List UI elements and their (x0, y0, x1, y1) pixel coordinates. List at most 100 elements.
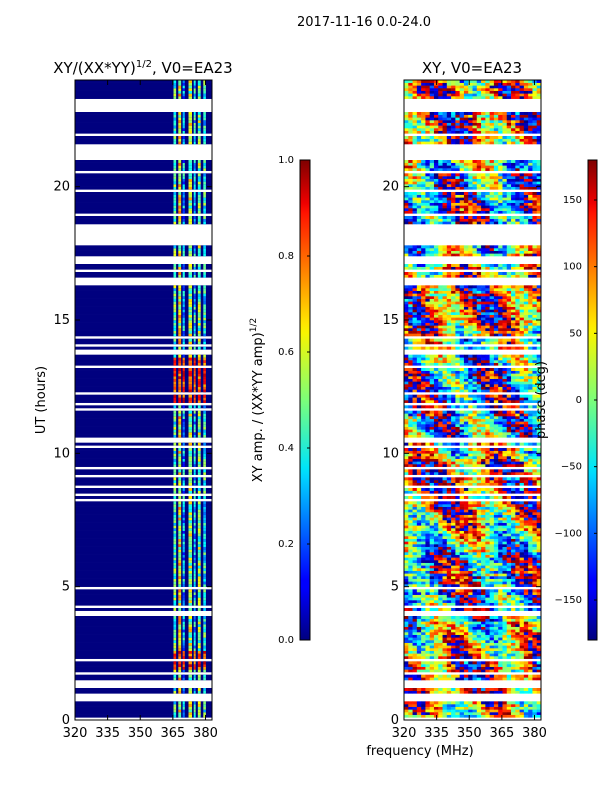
phase-heatmap-cell (485, 706, 490, 710)
phase-heatmap-cell (519, 418, 525, 422)
amplitude-heatmap-cell (193, 112, 196, 115)
phase-heatmap-cell (536, 544, 541, 547)
amplitude-heatmap-cell (188, 314, 192, 318)
phase-heatmap-cell (532, 509, 538, 513)
phase-heatmap-cell (455, 645, 460, 649)
phase-heatmap-cell (442, 394, 448, 398)
phase-heatmap-cell (476, 530, 482, 534)
amplitude-heatmap-cell (178, 704, 182, 707)
amplitude-heatmap-cell (173, 370, 177, 374)
amplitude-heatmap-cell (197, 418, 201, 422)
amplitude-heatmap-cell (193, 706, 196, 710)
phase-heatmap-cell (519, 616, 525, 619)
phase-heatmap-cell (511, 538, 516, 542)
amplitude-heatmap-cell (197, 338, 201, 342)
phase-heatmap-cell (438, 570, 443, 574)
amplitude-heatmap-cell (193, 594, 196, 598)
phase-heatmap-cell (421, 405, 426, 409)
amplitude-heatmap-cell (178, 589, 182, 593)
phase-heatmap-cell (532, 560, 538, 563)
amplitude-heatmap-cell (178, 416, 182, 419)
phase-heatmap-cell (498, 637, 503, 641)
phase-heatmap-cell (528, 453, 533, 457)
phase-heatmap-cell (489, 389, 495, 393)
phase-heatmap-cell (459, 584, 465, 587)
phase-heatmap-cell (412, 656, 418, 659)
phase-heatmap-cell (433, 594, 439, 598)
phase-heatmap-cell (412, 376, 418, 379)
phase-heatmap-cell (536, 624, 541, 627)
phase-heatmap-cell (485, 616, 490, 619)
phase-heatmap-cell (498, 394, 503, 398)
phase-heatmap-cell (429, 410, 435, 414)
phase-heatmap-cell (433, 581, 439, 585)
phase-heatmap-cell (412, 400, 418, 403)
phase-heatmap-cell (506, 488, 512, 491)
amplitude-heatmap-cell (182, 80, 185, 83)
phase-heatmap-cell (519, 517, 525, 521)
amplitude-heatmap-cell (197, 288, 201, 291)
phase-heatmap-cell (502, 528, 508, 531)
phase-heatmap-cell (451, 504, 456, 507)
phase-heatmap-cell (519, 416, 525, 419)
phase-heatmap-cell (532, 506, 538, 510)
amplitude-heatmap-cell (197, 706, 201, 710)
phase-heatmap-cell (476, 616, 482, 619)
phase-heatmap-cell (502, 650, 508, 654)
phase-heatmap-cell (408, 456, 413, 459)
amplitude-heatmap-cell (188, 557, 192, 561)
amplitude-heatmap-cell (178, 346, 182, 350)
amplitude-heatmap-cell (203, 306, 206, 310)
phase-heatmap-cell (519, 426, 525, 430)
phase-heatmap-cell (438, 688, 443, 691)
phase-heatmap-cell (455, 538, 460, 542)
phase-heatmap-cell (485, 554, 490, 558)
amplitude-heatmap-cell (203, 317, 206, 321)
phase-heatmap-cell (446, 597, 452, 601)
phase-heatmap-cell (536, 421, 541, 425)
phase-heatmap-cell (416, 456, 422, 459)
amplitude-heatmap-row (75, 453, 212, 457)
phase-heatmap-cell (416, 637, 422, 641)
phase-heatmap-cell (472, 512, 478, 515)
amplitude-heatmap-cell (188, 330, 192, 334)
phase-heatmap-cell (489, 584, 495, 587)
phase-heatmap-cell (519, 389, 525, 393)
amplitude-heatmap-cell (173, 592, 177, 595)
phase-heatmap-cell (404, 709, 409, 713)
amplitude-heatmap-cell (193, 378, 196, 382)
phase-heatmap-cell (425, 464, 430, 467)
amplitude-heatmap-cell (182, 274, 185, 278)
amplitude-heatmap-cell (188, 413, 192, 417)
phase-heatmap-cell (472, 381, 478, 385)
amplitude-heatmap-cell (173, 200, 177, 203)
phase-heatmap-cell (476, 504, 482, 507)
phase-heatmap-cell (446, 666, 452, 670)
phase-heatmap-cell (408, 549, 413, 553)
phase-heatmap-cell (433, 450, 439, 454)
phase-heatmap-cell (451, 517, 456, 521)
amplitude-heatmap-cell (188, 202, 192, 206)
phase-heatmap-cell (463, 426, 469, 430)
amplitude-heatmap-cell (193, 178, 196, 182)
phase-heatmap-cell (502, 370, 508, 374)
phase-heatmap-cell (502, 648, 508, 651)
phase-heatmap-cell (412, 456, 418, 459)
phase-heatmap-cell (472, 536, 478, 539)
phase-heatmap-cell (476, 538, 482, 542)
amplitude-heatmap-cell (173, 522, 177, 526)
amplitude-heatmap-row (75, 666, 212, 670)
phase-heatmap-cell (476, 432, 482, 435)
amplitude-heatmap-cell (203, 706, 206, 710)
phase-heatmap-cell (489, 397, 495, 401)
amplitude-heatmap-cell (203, 656, 206, 659)
amplitude-heatmap-cell (193, 448, 196, 451)
phase-heatmap-cell (519, 597, 525, 601)
amplitude-heatmap-cell (193, 616, 196, 619)
phase-heatmap-cell (536, 456, 541, 459)
phase-heatmap-cell (438, 701, 443, 705)
phase-heatmap-cell (519, 570, 525, 574)
amplitude-heatmap-row (75, 405, 212, 409)
amplitude-heatmap-cell (178, 653, 182, 657)
amplitude-heatmap-cell (178, 285, 182, 289)
